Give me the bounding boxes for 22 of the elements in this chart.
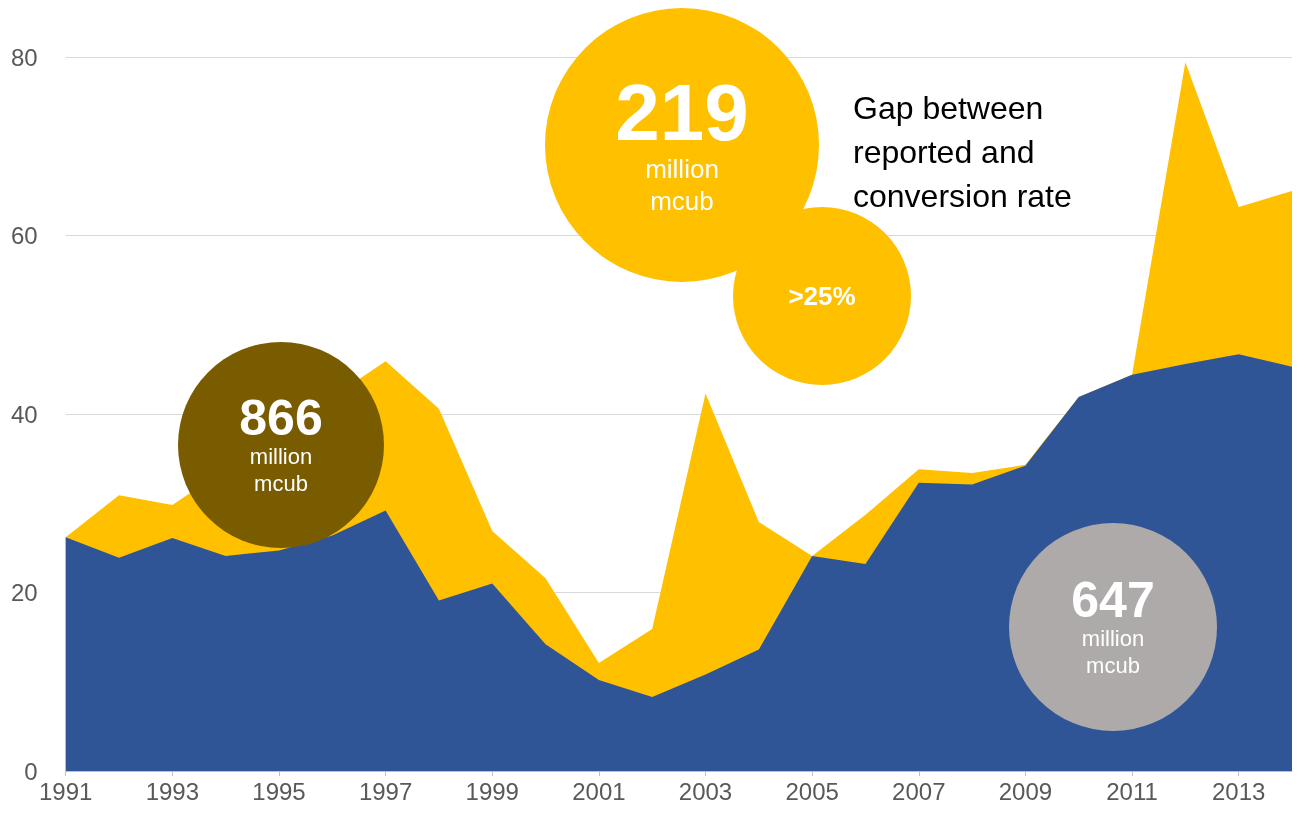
x-tick-label: 2003 [678, 777, 733, 805]
x-tick-label: 1999 [465, 777, 519, 805]
circle-badge: >25% [733, 207, 911, 385]
x-tick-label: 2001 [572, 777, 626, 805]
x-tick-label: 1997 [358, 777, 413, 805]
x-tick-label: 1993 [145, 777, 200, 805]
y-tick-label: 40 [10, 400, 38, 428]
y-tick-label: 20 [10, 579, 38, 606]
y-tick-label: 80 [10, 43, 38, 71]
circle-badge: 219 million mcub [545, 8, 819, 282]
annotation: >25% [788, 281, 856, 311]
x-tick-label: 1995 [252, 777, 306, 805]
x-tick-label: 1991 [39, 777, 93, 805]
x-tick-label: 2013 [1211, 777, 1266, 805]
annotation: 647 million mcub [1071, 571, 1155, 680]
annotation: 866 million mcub [239, 389, 323, 498]
x-tick-label: 2009 [998, 777, 1053, 805]
y-tick-label: 0 [24, 757, 38, 785]
x-tick-label: 2011 [1106, 777, 1158, 805]
y-tick-label: 60 [10, 222, 38, 249]
x-tick-label: 2005 [785, 777, 839, 805]
x-tick-label: 2007 [892, 777, 946, 805]
